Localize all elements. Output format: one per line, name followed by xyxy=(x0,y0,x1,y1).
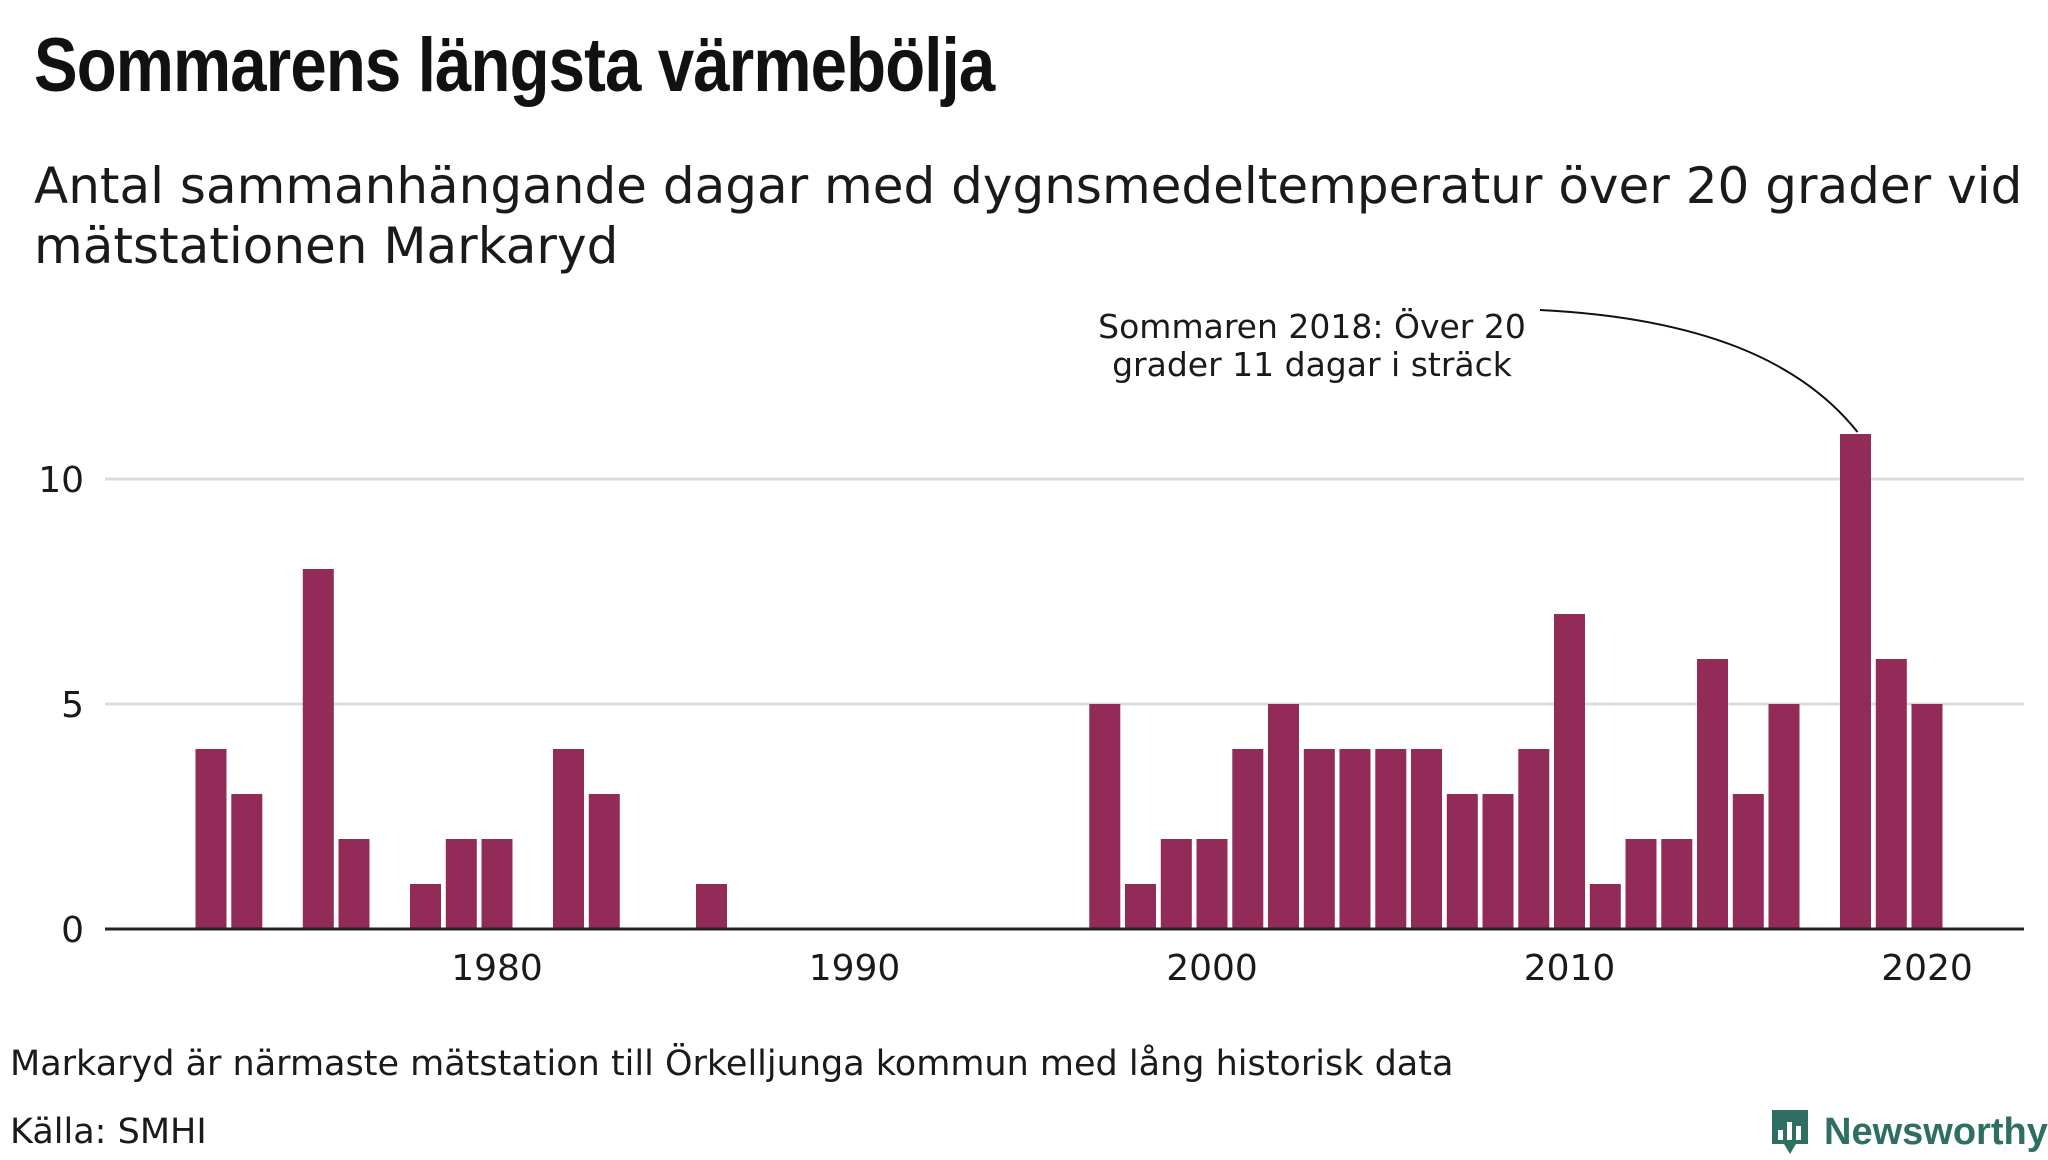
bar-2003 xyxy=(1303,749,1335,929)
bar-1983 xyxy=(588,794,620,929)
bar-1973 xyxy=(231,794,263,929)
logo-text: Newsworthy xyxy=(1824,1110,2048,1153)
bar-1979 xyxy=(445,839,477,929)
bar-1986 xyxy=(696,884,727,929)
bar-2011 xyxy=(1589,884,1621,929)
bar-1980 xyxy=(481,839,513,929)
annotation-connector xyxy=(1539,309,1859,433)
bar-2018 xyxy=(1840,434,1871,929)
bar-2013 xyxy=(1661,839,1693,929)
bar-2020 xyxy=(1911,704,1943,929)
x-tick-label: 1980 xyxy=(451,948,543,989)
x-tick-label: 2000 xyxy=(1166,948,1258,989)
bar-1978 xyxy=(410,884,441,929)
bar-2009 xyxy=(1518,749,1550,929)
x-tick-label: 2010 xyxy=(1524,948,1616,989)
bar-1972 xyxy=(195,749,227,929)
bar-2014 xyxy=(1697,659,1728,929)
annotation-text: Sommaren 2018: Över 20 xyxy=(1098,306,1526,346)
y-tick-label: 5 xyxy=(61,685,84,726)
source-label: Källa: SMHI xyxy=(10,1112,207,1152)
bar-2012 xyxy=(1625,839,1657,929)
bar-2000 xyxy=(1196,839,1228,929)
bar-chart-logo-icon xyxy=(1772,1110,1808,1154)
bar-2019 xyxy=(1875,659,1907,929)
bar-2015 xyxy=(1732,794,1764,929)
bar-2016 xyxy=(1768,704,1800,929)
bar-2006 xyxy=(1411,749,1442,929)
bar-2004 xyxy=(1339,749,1371,929)
bar-2010 xyxy=(1554,614,1585,929)
bar-1999 xyxy=(1160,839,1192,929)
bar-1998 xyxy=(1125,884,1156,929)
y-tick-label: 0 xyxy=(61,910,84,951)
axes: 0 5 10 1980 1990 2000 2010 2020 xyxy=(38,460,2024,989)
bar-1975 xyxy=(302,569,334,929)
chart-title: Sommarens längsta värmebölja xyxy=(34,23,995,108)
annotation-text: grader 11 dagar i sträck xyxy=(1112,345,1513,384)
bar-2008 xyxy=(1482,794,1514,929)
grid-lines xyxy=(105,477,2024,706)
x-tick-label: 1990 xyxy=(809,948,901,989)
chart-subtitle: Antal sammanhängande dagar med dygnsmede… xyxy=(34,157,2023,275)
bar-2007 xyxy=(1446,794,1478,929)
bar-1976 xyxy=(338,839,370,929)
x-tick-label: 2020 xyxy=(1881,948,1973,989)
bar-1997 xyxy=(1089,704,1121,929)
bar-1982 xyxy=(553,749,584,929)
bar-chart: 0 5 10 1980 1990 2000 2010 2020 Sommaren 2018: … xyxy=(38,306,2024,989)
bars xyxy=(195,434,1943,929)
footnote: Markaryd är närmaste mätstation till Örk… xyxy=(10,1044,1454,1084)
bar-2002 xyxy=(1268,704,1299,929)
newsworthy-logo: Newsworthy xyxy=(1768,1104,2048,1160)
bar-2005 xyxy=(1375,749,1407,929)
y-tick-label: 10 xyxy=(38,460,84,501)
bar-2001 xyxy=(1232,749,1264,929)
